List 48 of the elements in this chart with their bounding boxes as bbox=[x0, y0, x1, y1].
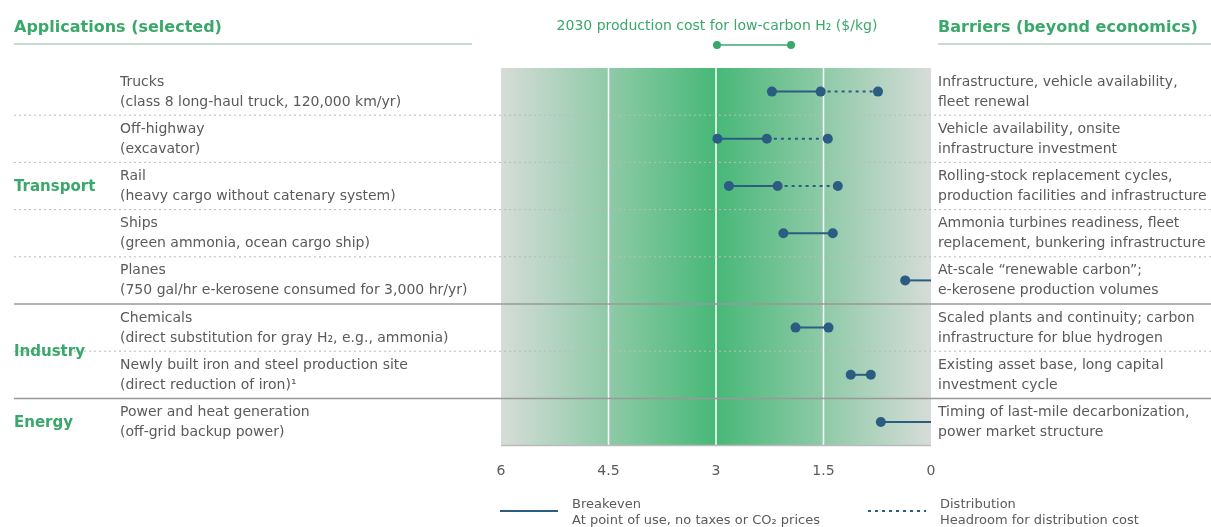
y2-tick-label: Rolling-stock replacement cycles, production facilities and infrastructure bbox=[938, 167, 1207, 203]
text: Transport bbox=[14, 177, 96, 195]
point bbox=[827, 228, 838, 239]
y-tick-label: Ships (green ammonia, ocean cargo ship) bbox=[120, 214, 370, 251]
point bbox=[872, 86, 883, 97]
text: Energy bbox=[14, 413, 74, 431]
text: Barriers (beyond economics) bbox=[938, 17, 1198, 36]
y2-tick-label: Scaled plants and continuity; carbon infrastructure for blue hydrogen bbox=[938, 308, 1195, 345]
text: At point of use, no taxes or CO₂ prices bbox=[572, 512, 821, 527]
point bbox=[845, 369, 856, 380]
legend-label: Distribution bbox=[940, 496, 1016, 511]
point bbox=[778, 228, 789, 239]
point bbox=[823, 322, 834, 333]
point bbox=[815, 86, 826, 97]
y2-tick-label: Existing asset base, long capital investment cycle bbox=[938, 355, 1164, 392]
y2-tick-label: Timing of last-mile decarbonization, power market structure bbox=[937, 403, 1190, 439]
point bbox=[790, 322, 801, 333]
text: Industry bbox=[14, 342, 86, 361]
y2-tick-label: Infrastructure, vehicle availability, fleet renewal bbox=[938, 72, 1178, 109]
x-tick-label: 0 bbox=[926, 462, 936, 478]
y-tick-label: Chemicals (direct substitution for gray H₂, e.g., ammonia) bbox=[120, 308, 449, 345]
point bbox=[712, 133, 723, 144]
y-tick-label: Newly built iron and steel production site (direct reduction of iron)¹ bbox=[120, 355, 408, 392]
point bbox=[766, 86, 777, 97]
legend-label: Breakeven bbox=[572, 496, 641, 511]
x-tick-label: 3 bbox=[711, 462, 721, 478]
point bbox=[832, 181, 843, 191]
x-tick-label: 4.5 bbox=[597, 462, 620, 478]
point bbox=[822, 133, 833, 144]
point bbox=[723, 181, 734, 191]
point bbox=[865, 369, 876, 380]
text: Applications (selected) bbox=[14, 17, 222, 36]
x-tick-label: 1.5 bbox=[812, 462, 835, 478]
x-tick-label: 6 bbox=[496, 462, 506, 478]
y-tick-label: Rail (heavy cargo without catenary system) bbox=[120, 167, 396, 203]
y-tick-label: Planes (750 gal/hr e-kerosene consumed for 3,000 hr/yr) bbox=[120, 261, 468, 298]
chart-title: 2030 production cost for low-carbon H₂ ($/kg) bbox=[556, 17, 878, 33]
point bbox=[875, 417, 886, 427]
y2-tick-label: At-scale “renewable carbon”; e-kerosene production volumes bbox=[938, 261, 1159, 298]
point bbox=[900, 275, 911, 286]
point bbox=[761, 133, 772, 144]
y2-tick-label: Ammonia turbines readiness, fleet replacement, bunkering infrastructure bbox=[938, 214, 1206, 251]
text: Headroom for distribution cost bbox=[940, 512, 1139, 527]
y-tick-label: Trucks (class 8 long-haul truck, 120,000 km/yr) bbox=[119, 72, 402, 109]
y2-tick-label: Vehicle availability, onsite infrastructure investment bbox=[938, 119, 1121, 156]
y-tick-label: Off-highway (excavator) bbox=[120, 119, 205, 156]
point bbox=[772, 181, 783, 191]
y-tick-label: Power and heat generation (off-grid backup power) bbox=[120, 403, 310, 439]
